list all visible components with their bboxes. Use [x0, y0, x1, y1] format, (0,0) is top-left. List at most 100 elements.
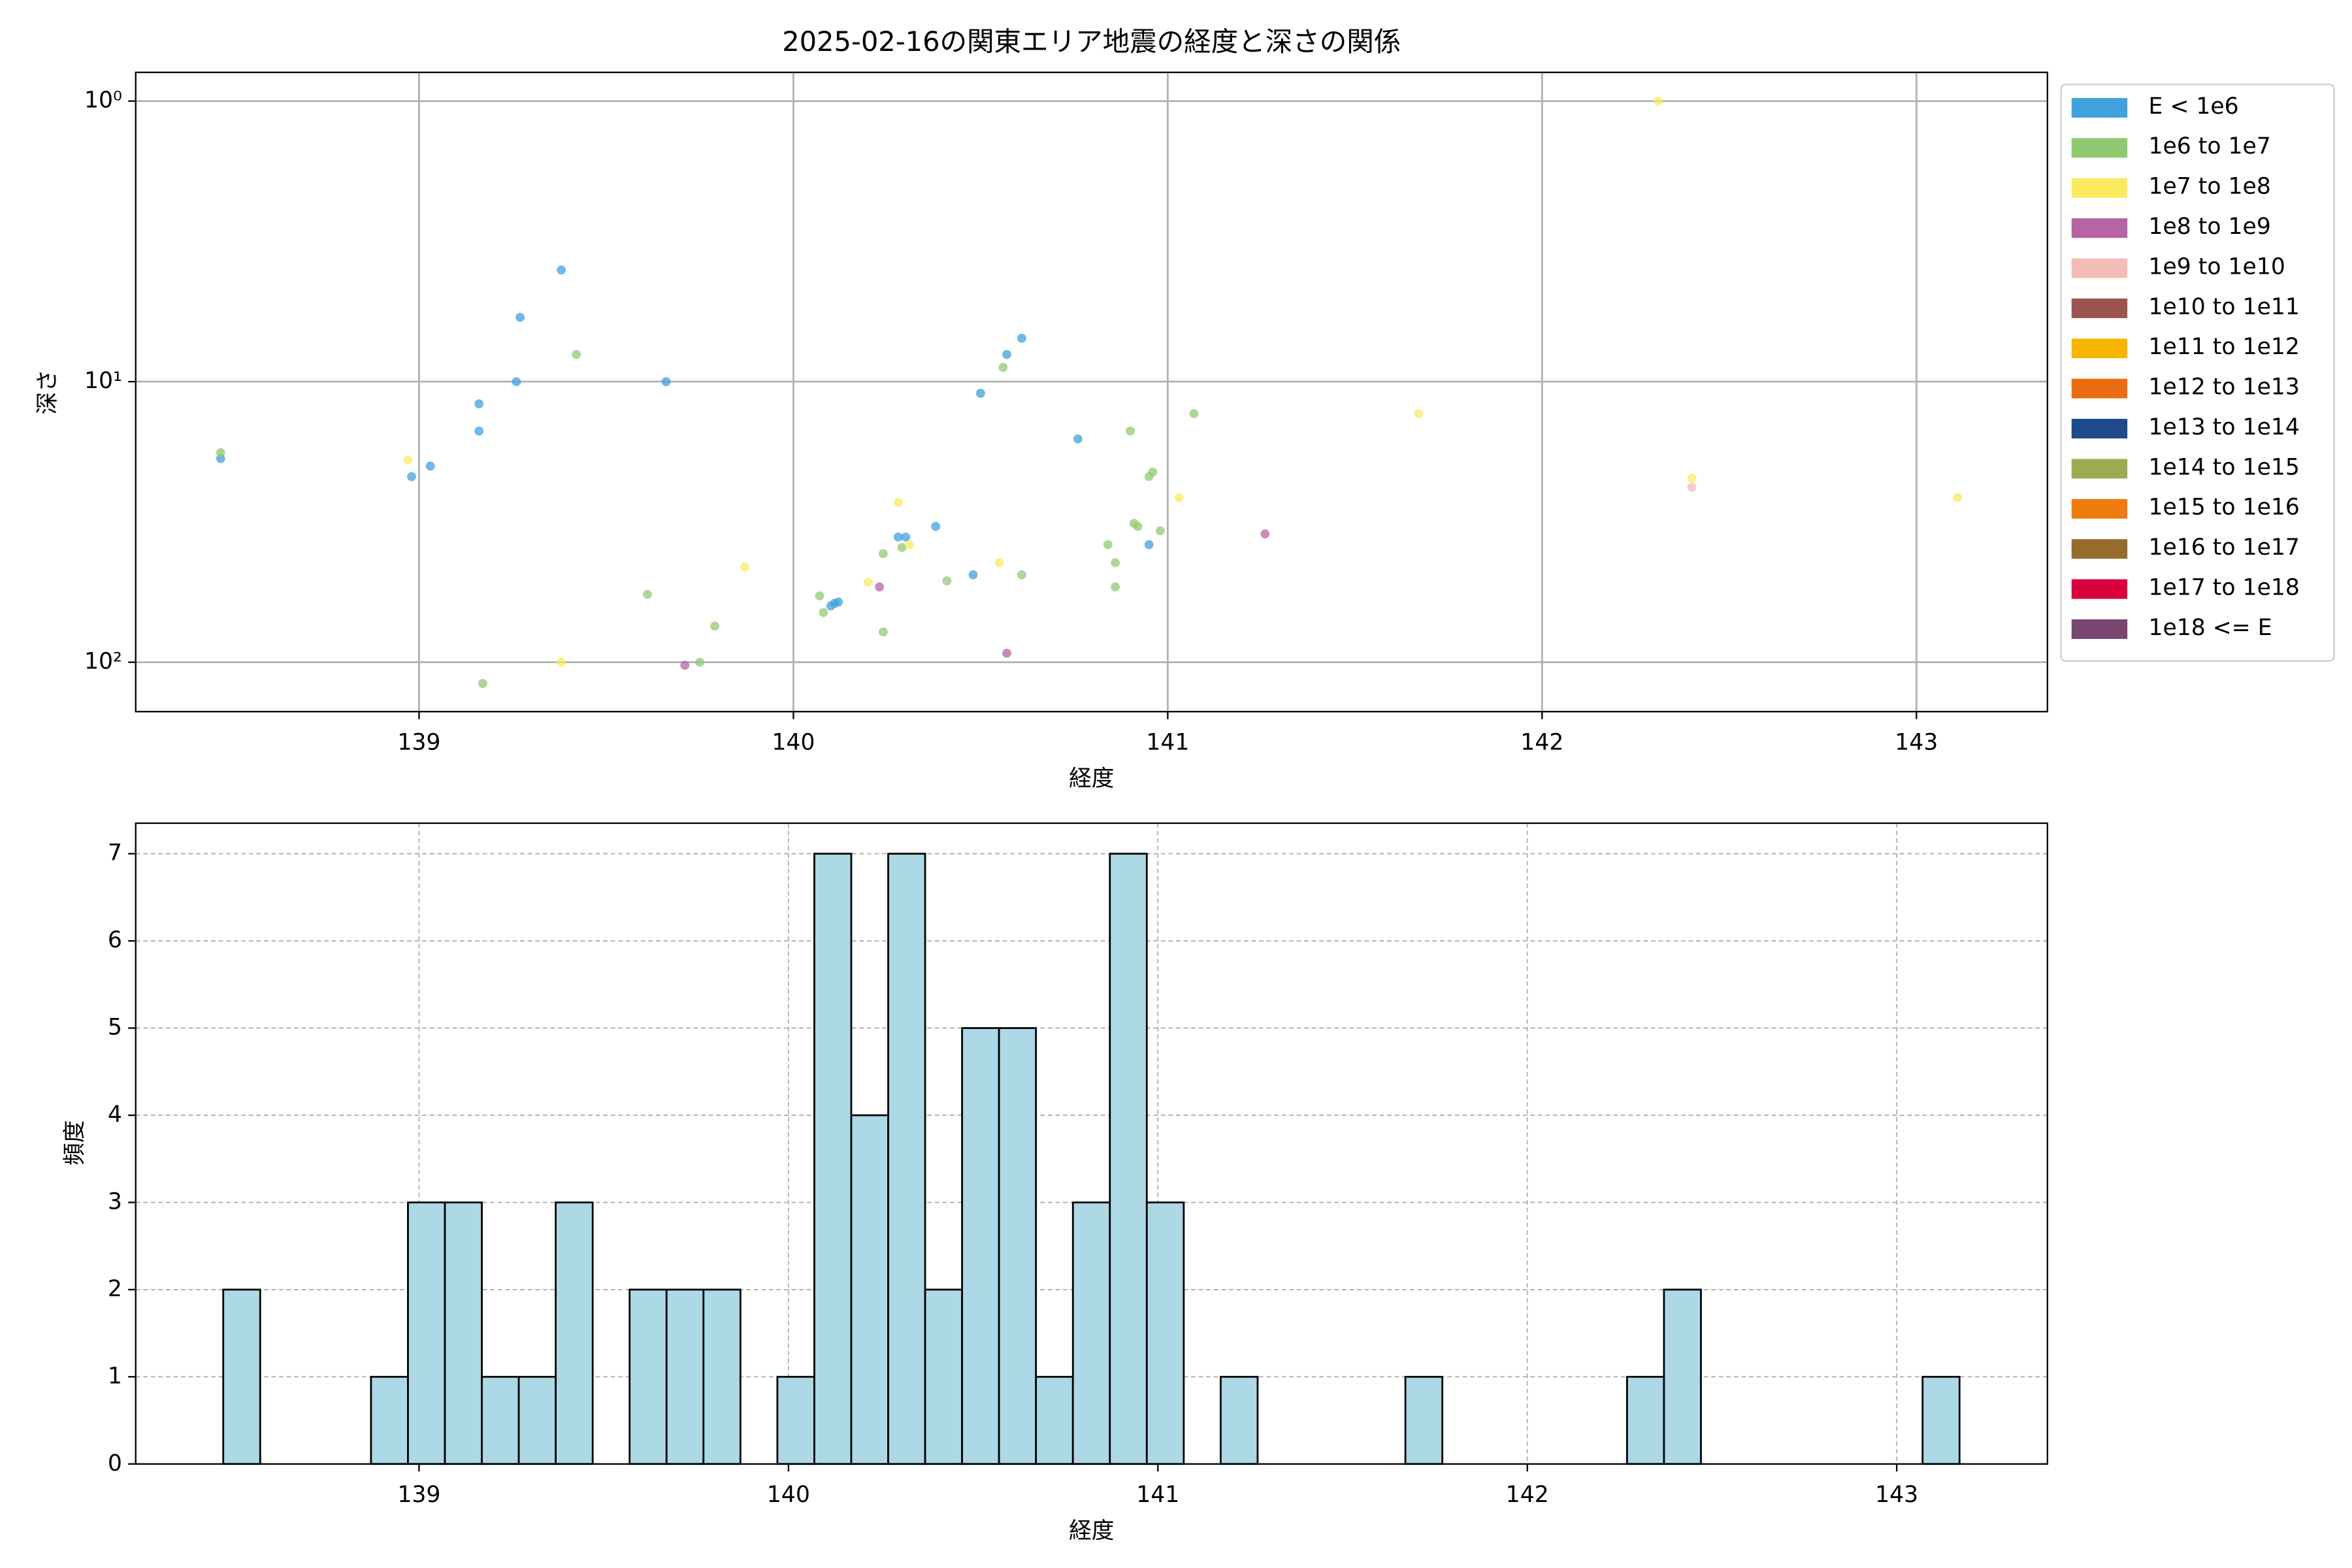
- x-tick-label: 143: [1895, 730, 1938, 756]
- scatter-point: [905, 540, 914, 549]
- x-tick-label: 143: [1875, 1482, 1918, 1508]
- scatter-point: [1687, 482, 1697, 492]
- legend-swatch: [2071, 218, 2128, 238]
- scatter-point: [864, 578, 873, 587]
- histogram-bar: [1145, 1201, 1185, 1465]
- histogram-bar: [702, 1288, 742, 1465]
- scatter-point: [474, 426, 484, 436]
- y-axis-label: 頻度: [61, 1120, 88, 1166]
- histogram-bar: [887, 853, 926, 1465]
- scatter-point: [515, 312, 525, 322]
- y-tick-label: 2: [108, 1276, 122, 1302]
- scatter-point: [1174, 493, 1184, 502]
- scatter-point: [893, 532, 903, 542]
- histogram-bar: [444, 1201, 483, 1465]
- scatter-point: [826, 601, 836, 611]
- scatter-point: [572, 350, 581, 359]
- x-tick-label: 140: [772, 730, 815, 756]
- legend-swatch: [2071, 579, 2128, 599]
- scatter-point: [661, 377, 671, 387]
- legend-swatch: [2071, 178, 2128, 198]
- chart-title: 2025-02-16の関東エリア地震の経度と深さの関係: [782, 25, 1401, 57]
- x-tick-label: 142: [1520, 730, 1563, 756]
- legend-box: [2060, 84, 2335, 662]
- scatter-point: [942, 576, 952, 586]
- legend-swatch: [2071, 98, 2128, 118]
- scatter-point: [407, 472, 416, 482]
- legend-swatch: [2071, 419, 2128, 439]
- legend-swatch: [2071, 298, 2128, 318]
- y-tick-label: 6: [108, 927, 122, 953]
- scatter-point: [1687, 474, 1697, 483]
- histogram-bar: [370, 1375, 409, 1465]
- scatter-point: [975, 389, 985, 398]
- plot-frame: [135, 822, 2048, 1465]
- histogram-bar: [1404, 1375, 1444, 1465]
- legend-swatch: [2071, 258, 2128, 278]
- x-tick-label: 140: [767, 1482, 810, 1508]
- legend-label: 1e12 to 1e13: [2148, 374, 2299, 400]
- legend-label: 1e17 to 1e18: [2148, 574, 2299, 600]
- scatter-point: [740, 563, 749, 572]
- y-tick-label: 0: [108, 1450, 122, 1477]
- scatter-point: [994, 558, 1004, 568]
- scatter-point: [815, 591, 825, 600]
- legend-swatch: [2071, 138, 2128, 158]
- x-tick-label: 142: [1506, 1482, 1549, 1508]
- scatter-point: [710, 621, 719, 631]
- scatter-point: [968, 570, 978, 580]
- legend-swatch: [2071, 619, 2128, 639]
- scatter-point: [1111, 558, 1120, 568]
- x-tick-label: 141: [1136, 1482, 1179, 1508]
- scatter-point: [478, 679, 487, 688]
- scatter-point: [1073, 434, 1083, 444]
- y-tick-label: 1: [108, 1363, 122, 1389]
- scatter-point: [1002, 648, 1011, 658]
- histogram-bar: [1220, 1375, 1259, 1465]
- plot-frame: [135, 71, 2048, 713]
- histogram-bar: [813, 853, 853, 1465]
- legend-label: 1e13 to 1e14: [2148, 414, 2299, 440]
- legend-label: 1e10 to 1e11: [2148, 294, 2299, 320]
- histogram-bar: [1625, 1375, 1665, 1465]
- scatter-point: [1017, 333, 1026, 343]
- scatter-point: [680, 661, 690, 670]
- scatter-point: [901, 532, 911, 542]
- legend-swatch: [2071, 459, 2128, 479]
- histogram-bar: [1109, 853, 1148, 1465]
- x-tick-label: 139: [397, 1482, 440, 1508]
- y-tick-label: 10¹: [84, 368, 122, 394]
- legend-label: 1e16 to 1e17: [2148, 534, 2299, 561]
- scatter-point: [695, 657, 705, 667]
- histogram-bar: [517, 1375, 557, 1465]
- legend-label: 1e14 to 1e15: [2148, 454, 2299, 480]
- histogram-bar: [555, 1201, 594, 1465]
- scatter-point: [878, 627, 888, 637]
- scatter-point: [998, 363, 1008, 372]
- histogram-bar: [222, 1288, 261, 1465]
- y-tick-label: 3: [108, 1188, 122, 1215]
- scatter-point: [878, 549, 888, 559]
- scatter-point: [897, 543, 907, 552]
- histogram-bar: [629, 1288, 668, 1465]
- scatter-point: [1103, 540, 1113, 549]
- scatter-point: [1111, 582, 1120, 592]
- y-tick-label: 5: [108, 1015, 122, 1041]
- legend-label: 1e9 to 1e10: [2148, 253, 2285, 280]
- scatter-point: [1002, 350, 1011, 359]
- legend-label: 1e8 to 1e9: [2148, 214, 2270, 240]
- y-tick-label: 10²: [84, 649, 122, 675]
- scatter-point: [1189, 409, 1199, 419]
- scatter-point: [1414, 409, 1424, 419]
- scatter-point: [931, 521, 941, 531]
- scatter-point: [1133, 521, 1143, 531]
- scatter-point: [557, 265, 566, 275]
- histogram-bar: [407, 1201, 446, 1465]
- y-tick-label: 10⁰: [84, 88, 122, 114]
- scatter-point: [1144, 540, 1154, 549]
- histogram-bar: [481, 1375, 520, 1465]
- scatter-point: [1654, 96, 1663, 106]
- legend-label: 1e6 to 1e7: [2148, 133, 2270, 159]
- y-tick-label: 7: [108, 840, 122, 866]
